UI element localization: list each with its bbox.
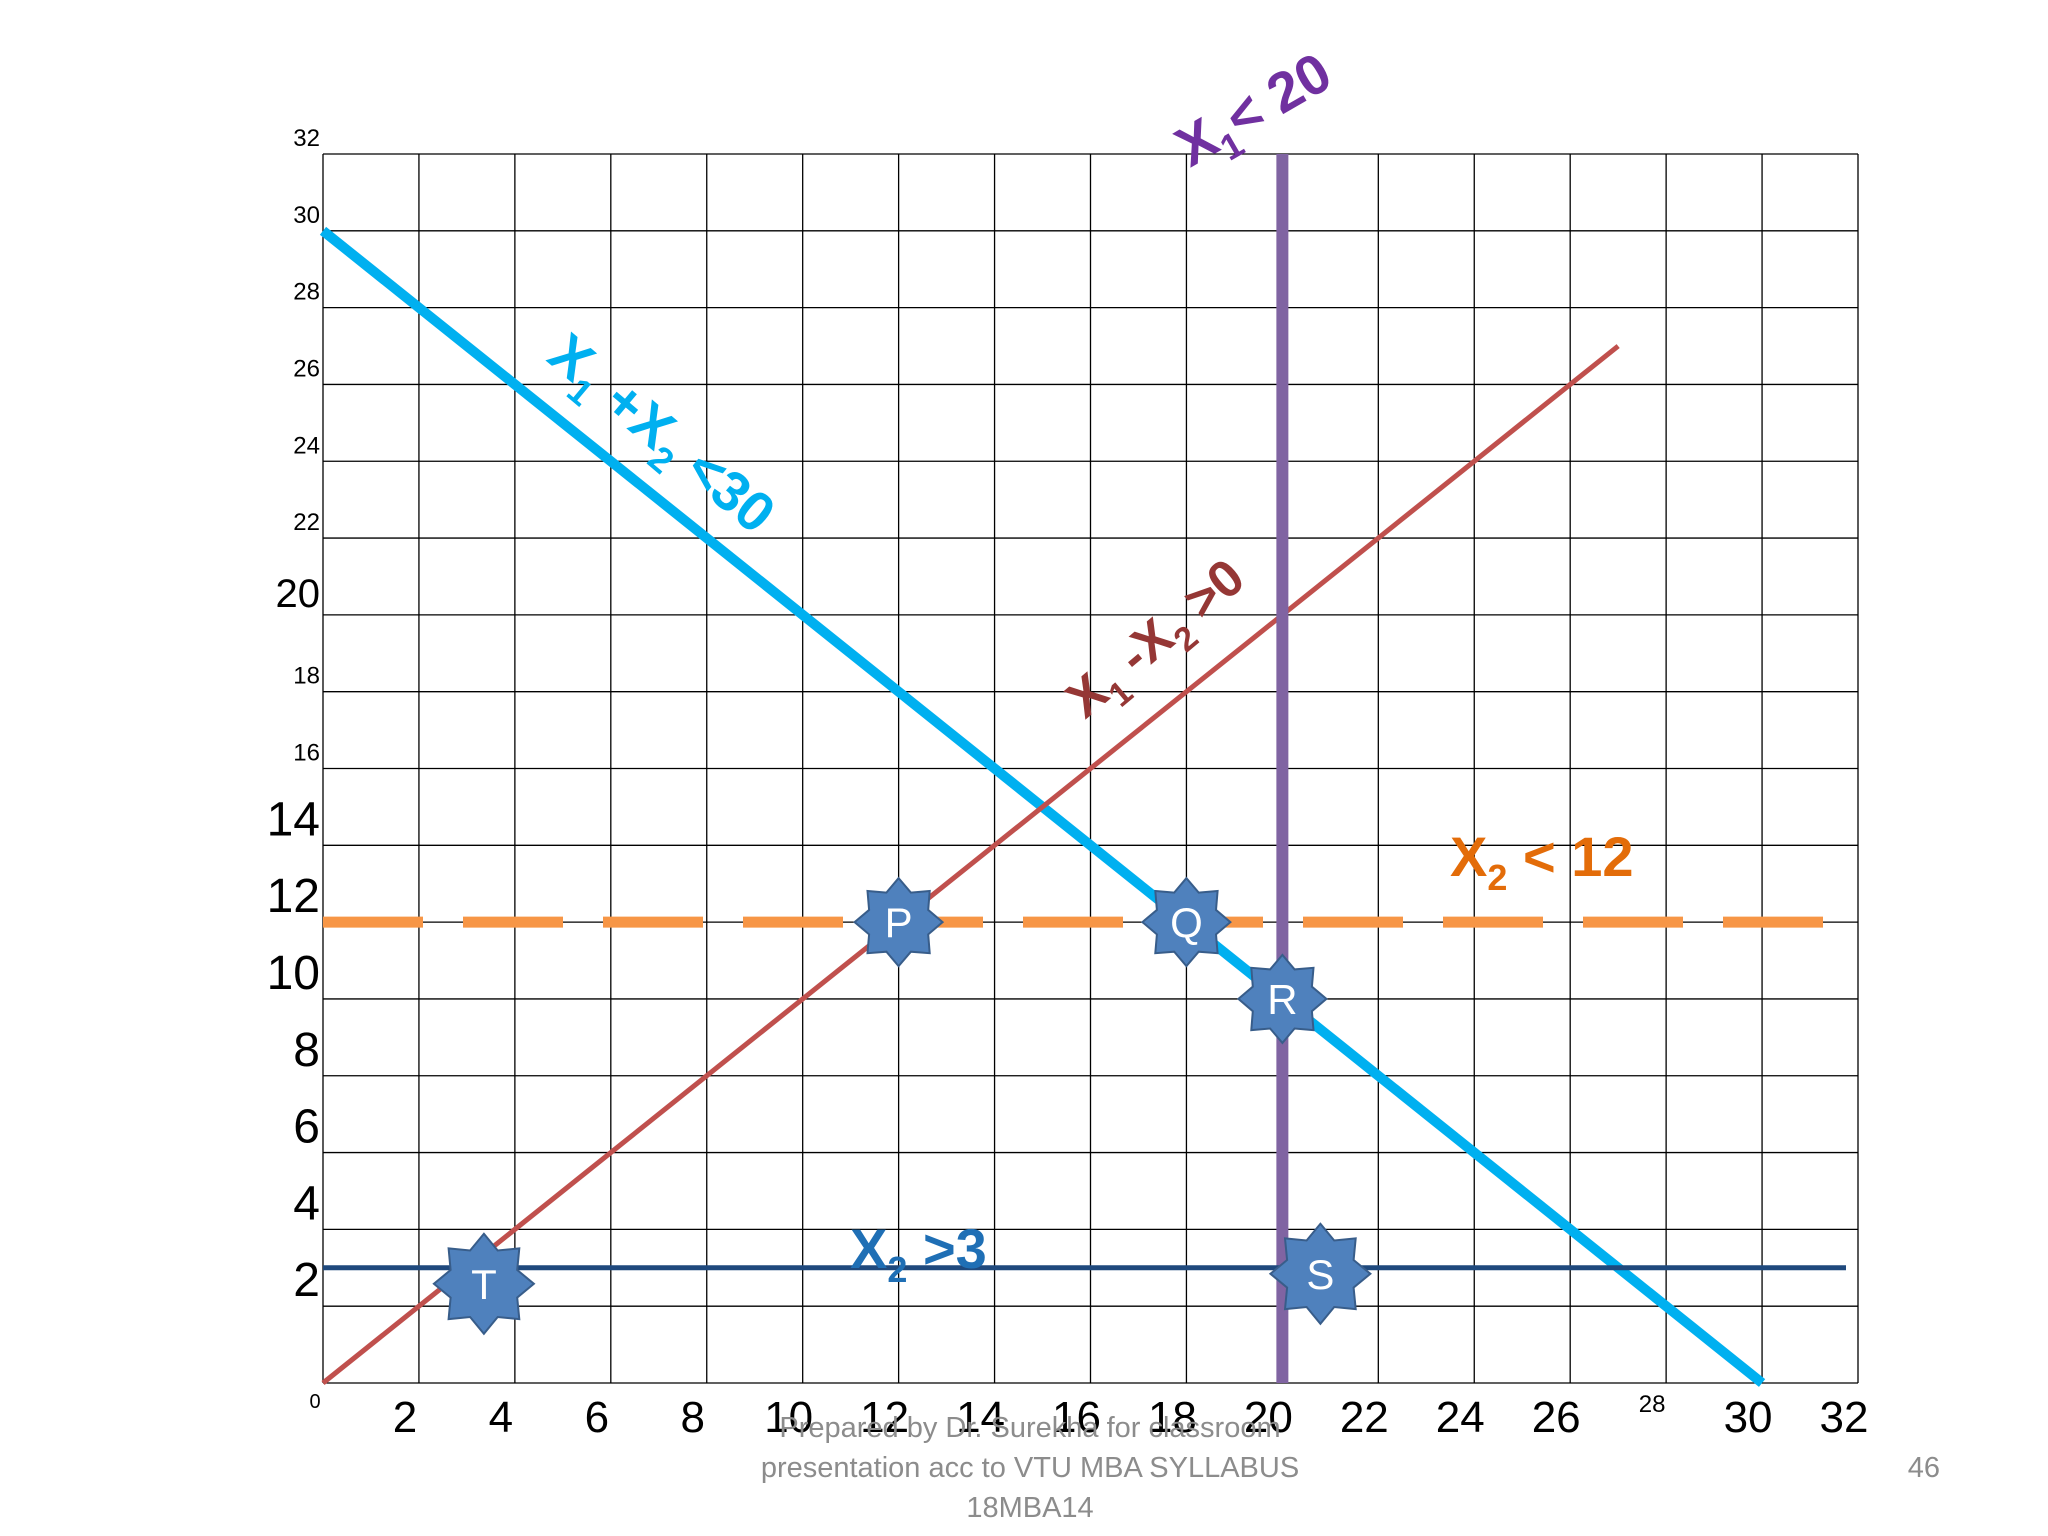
x-tick-label: 22: [1340, 1393, 1389, 1442]
x-tick-label: 18: [1148, 1393, 1197, 1442]
x-tick-label: 10: [764, 1393, 813, 1442]
corner-point-s: S: [1268, 1222, 1372, 1326]
constraint-label-c2: X1 -X2 >0: [1055, 548, 1262, 737]
y-tick-label: 4: [293, 1177, 320, 1230]
corner-point-badge: [853, 876, 945, 968]
corner-point-badge: [1268, 1222, 1372, 1326]
constraint-label-c5: X2 >3: [850, 1217, 987, 1290]
y-tick-label: 20: [276, 572, 321, 616]
corner-point-label: Q: [1170, 899, 1203, 946]
x-tick-label: 24: [1436, 1393, 1485, 1442]
x-tick-label: 28: [1639, 1391, 1666, 1418]
corner-point-label: R: [1267, 976, 1297, 1023]
label-subscript: 2: [887, 1249, 907, 1290]
label-part: X: [850, 1217, 887, 1280]
y-tick-label: 2: [293, 1254, 320, 1307]
x-tick-label: 20: [1244, 1393, 1293, 1442]
x-tick-label: 16: [1052, 1393, 1101, 1442]
corner-point-label: S: [1306, 1251, 1334, 1298]
y-tick-label: 18: [293, 663, 320, 690]
label-subscript: 2: [1487, 857, 1507, 898]
constraint-label-c3: X1< 20: [1165, 40, 1347, 187]
constraint-line-c2: [321, 344, 1620, 1385]
x-tick-label: 14: [956, 1393, 1005, 1442]
constraint-label-c4: X2 < 12: [1450, 825, 1634, 898]
y-tick-label: 22: [293, 509, 320, 536]
corner-point-p: P: [853, 876, 945, 968]
y-tick-label: 12: [267, 870, 320, 923]
y-tick-label: 10: [267, 947, 320, 1000]
y-tick-label: 8: [293, 1024, 320, 1077]
y-tick-label: 28: [293, 279, 320, 306]
x-tick-label: 8: [681, 1393, 705, 1442]
corner-point-badge: [432, 1232, 536, 1336]
y-tick-label: 16: [293, 740, 320, 767]
y-tick-label: 30: [293, 202, 320, 229]
origin-label: 0: [309, 1391, 320, 1413]
x-tick-label: 30: [1724, 1393, 1773, 1442]
label-part: >3: [907, 1217, 986, 1280]
corner-point-q: Q: [1140, 876, 1232, 968]
x-tick-label: 4: [489, 1393, 513, 1442]
constraint-label-c1: X1 +X2 <30: [531, 321, 788, 553]
corner-point-badge: [1140, 876, 1232, 968]
x-tick-label: 2: [393, 1393, 417, 1442]
constraint-lines: [319, 154, 1858, 1387]
x-tick-label: 6: [585, 1393, 609, 1442]
corner-point-badge: [1236, 953, 1328, 1045]
corner-point-label: P: [885, 899, 913, 946]
corner-point-t: T: [432, 1232, 536, 1336]
corner-point-label: T: [471, 1261, 497, 1308]
x-tick-label: 26: [1532, 1393, 1581, 1442]
x-tick-label: 12: [860, 1393, 909, 1442]
x-tick-label: 32: [1820, 1393, 1869, 1442]
footer-credit: Prepared by Dr. Surekha for classroom pr…: [760, 1412, 1300, 1524]
slide-number: 46: [1907, 1452, 1940, 1484]
y-tick-label: 6: [293, 1101, 320, 1154]
y-tick-label: 32: [293, 125, 320, 152]
y-tick-label: 24: [293, 432, 320, 459]
corner-point-r: R: [1236, 953, 1328, 1045]
label-part: <30: [662, 426, 787, 545]
label-part: < 12: [1507, 825, 1633, 888]
y-tick-label: 26: [293, 355, 320, 382]
x-axis-ticks: 2 4 6 8 10 12 14 16 18 20 22 24 26 28 30 32: [393, 1391, 1869, 1442]
label-part: X: [1450, 825, 1487, 888]
corner-points: P Q R S T: [432, 876, 1372, 1336]
y-tick-label: 14: [267, 793, 320, 846]
